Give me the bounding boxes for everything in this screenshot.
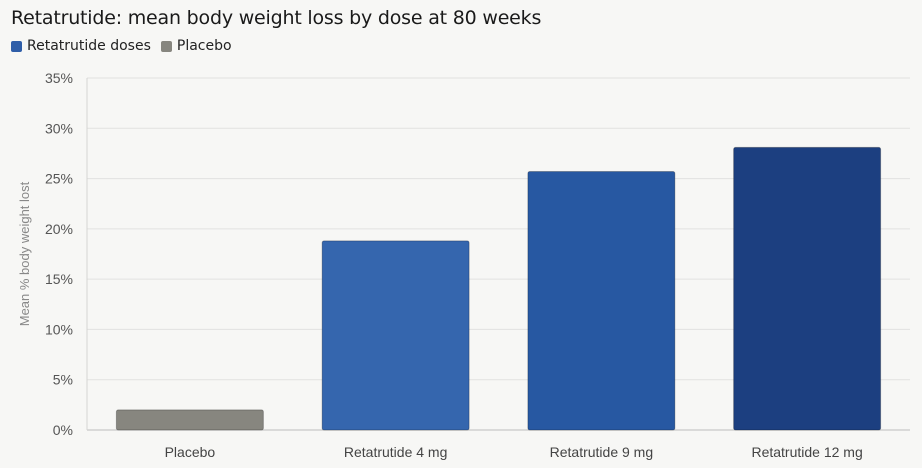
- y-tick-label: 10%: [45, 321, 73, 337]
- chart-title: Retatrutide: mean body weight loss by do…: [11, 7, 542, 29]
- x-tick-label: Retatrutide 9 mg: [550, 444, 654, 460]
- y-axis-label: Mean % body weight lost: [17, 181, 32, 326]
- y-tick-label: 35%: [45, 70, 73, 86]
- y-tick-label: 30%: [45, 120, 73, 136]
- legend-label-placebo: Placebo: [176, 38, 232, 54]
- legend-swatch-doses: [11, 40, 22, 52]
- x-axis-labels: Placebo Retatrutide 4 mg Retatrutide 9 mg R…: [165, 444, 863, 460]
- x-tick-label: Retatrutide 12 mg: [751, 444, 862, 460]
- y-tick-label: 15%: [45, 271, 73, 287]
- y-tick-label: 25%: [45, 171, 73, 187]
- legend-swatch-placebo: [160, 40, 172, 52]
- bar-retatrutide-12-mg: [733, 146, 882, 431]
- x-tick-label: Placebo: [165, 444, 216, 460]
- legend-item-placebo: Placebo: [160, 38, 232, 54]
- x-tick-label: Retatrutide 4 mg: [344, 444, 448, 460]
- bar-placebo: [115, 409, 264, 431]
- y-tick-label: 0%: [53, 422, 73, 438]
- y-tick-label: 5%: [53, 372, 73, 388]
- bar-retatrutide-9-mg: [527, 171, 676, 431]
- y-axis-ticks: 0% 5% 10% 15% 20% 25% 30% 35%: [45, 70, 73, 438]
- legend-label-doses: Retatrutide doses: [27, 38, 151, 54]
- chart-legend: Retatrutide doses Placebo: [11, 38, 232, 54]
- legend-item-doses: Retatrutide doses: [11, 38, 151, 54]
- y-tick-label: 20%: [45, 221, 73, 237]
- bars: [115, 146, 882, 431]
- bar-retatrutide-4-mg: [321, 240, 470, 431]
